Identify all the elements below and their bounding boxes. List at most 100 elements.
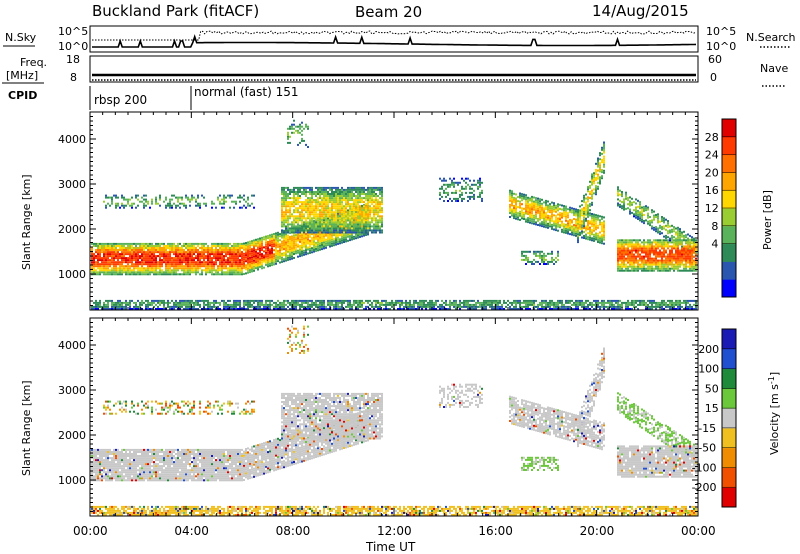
power-cell	[589, 226, 591, 229]
power-cell	[319, 236, 321, 239]
power-cell	[327, 199, 329, 202]
power-cell	[219, 257, 221, 260]
power-cell	[299, 125, 301, 128]
power-cell	[523, 254, 525, 257]
power-cell	[99, 242, 101, 245]
power-cell	[235, 303, 237, 306]
power-cell	[591, 223, 593, 226]
power-cell	[123, 267, 125, 270]
power-cell	[115, 247, 117, 249]
power-cell	[203, 249, 205, 251]
power-cell	[305, 219, 307, 222]
power-cell	[347, 203, 349, 206]
power-cell	[213, 253, 215, 256]
power-cell	[207, 255, 209, 258]
power-cell	[583, 303, 585, 306]
power-cell	[435, 308, 437, 310]
power-cell	[341, 203, 343, 206]
power-cell	[479, 305, 481, 308]
power-cell	[323, 239, 325, 242]
power-cell	[167, 245, 169, 247]
power-cell	[185, 257, 187, 260]
power-cell	[243, 264, 245, 267]
power-cell	[471, 183, 473, 186]
power-cell	[335, 237, 337, 240]
power-cell	[145, 263, 147, 266]
power-cell	[467, 301, 469, 304]
power-cell	[301, 301, 303, 304]
power-cell	[325, 209, 327, 212]
power-cell	[335, 205, 337, 208]
power-cell	[285, 203, 287, 206]
power-cell	[327, 197, 329, 200]
power-cell	[159, 247, 161, 249]
power-cell	[317, 219, 319, 222]
power-cell	[541, 208, 543, 211]
power-cell	[571, 219, 573, 222]
power-cell	[219, 267, 221, 270]
power-cell	[333, 213, 335, 216]
power-cell	[293, 238, 295, 241]
power-cell	[385, 305, 387, 308]
power-cell	[305, 191, 307, 193]
power-cell	[515, 299, 517, 302]
power-cell	[449, 177, 451, 180]
power-cell	[307, 199, 309, 202]
power-cell	[537, 209, 539, 212]
power-cell	[249, 305, 251, 308]
power-cell	[117, 299, 119, 302]
power-cell	[295, 225, 297, 228]
power-cell	[273, 239, 275, 242]
power-cell	[261, 303, 263, 306]
power-cell	[373, 209, 375, 212]
power-cell	[229, 242, 231, 245]
power-cell	[367, 195, 369, 197]
power-cell	[185, 242, 187, 245]
power-cell	[183, 204, 185, 207]
power-cell	[513, 205, 515, 207]
power-cell	[109, 259, 111, 262]
power-cell	[251, 250, 253, 253]
power-cell	[91, 251, 93, 254]
power-cell	[213, 303, 215, 306]
power-cell	[137, 198, 139, 201]
power-cell	[361, 301, 363, 304]
power-cell	[141, 251, 143, 254]
power-cell	[281, 231, 283, 234]
power-cell	[147, 245, 149, 247]
power-cell	[313, 211, 315, 214]
power-cell	[301, 223, 303, 226]
power-cell	[207, 253, 209, 256]
power-cell	[555, 301, 557, 304]
power-cell	[337, 229, 339, 232]
power-cell	[295, 227, 297, 230]
power-cell	[417, 308, 419, 310]
power-cell	[153, 255, 155, 258]
power-cell	[399, 308, 401, 310]
power-cell	[463, 187, 465, 190]
power-cell	[377, 201, 379, 204]
power-cell	[197, 253, 199, 256]
power-cell	[329, 213, 331, 216]
power-cell	[441, 303, 443, 306]
power-cell	[347, 303, 349, 306]
power-cell	[327, 201, 329, 204]
power-cell	[289, 252, 291, 255]
power-cell	[545, 208, 547, 210]
power-cell	[375, 209, 377, 212]
power-cell	[225, 308, 227, 310]
power-cell	[111, 247, 113, 249]
power-cell	[185, 308, 187, 310]
power-cell	[357, 234, 359, 237]
power-cell	[393, 301, 395, 304]
power-cell	[285, 255, 287, 258]
power-cell	[99, 247, 101, 249]
power-cell	[203, 253, 205, 256]
power-heatmap	[91, 119, 697, 310]
power-cell	[589, 186, 591, 189]
power-cell	[237, 263, 239, 266]
power-cell	[131, 247, 133, 249]
power-cell	[455, 305, 457, 308]
power-cell	[381, 223, 383, 226]
power-cell	[377, 213, 379, 216]
